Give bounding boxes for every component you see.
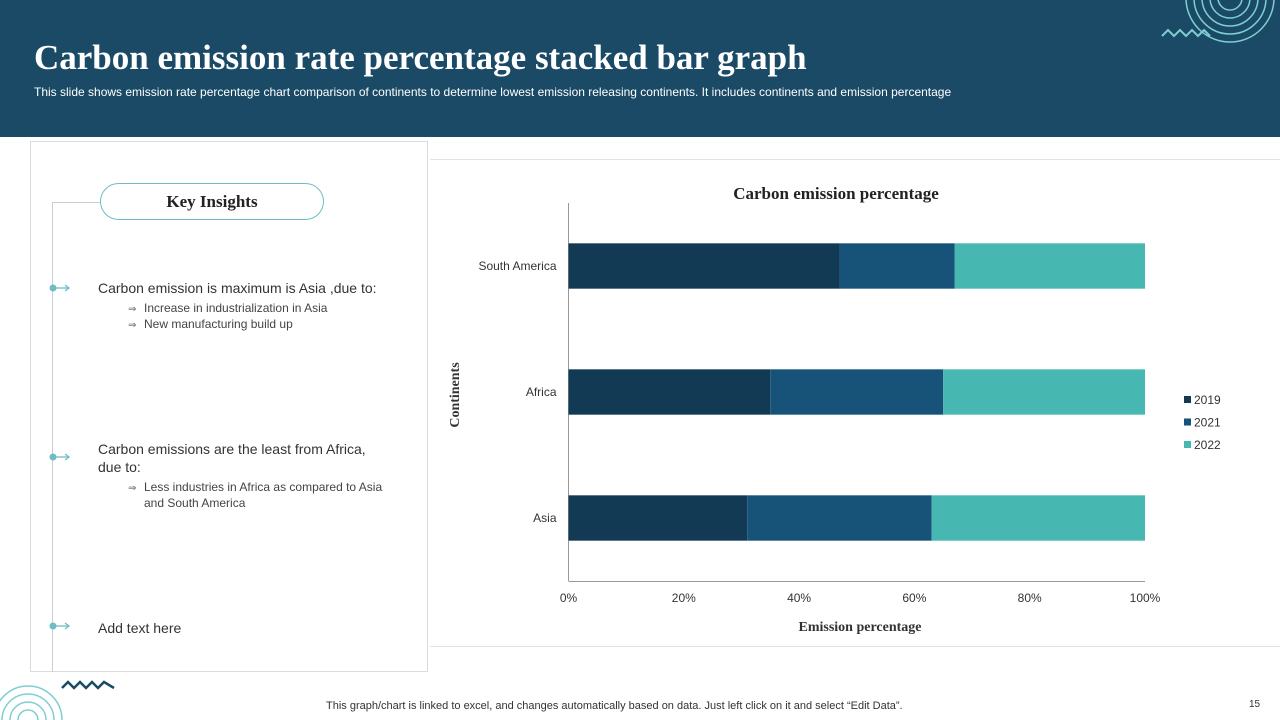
legend-swatch-2021: [1184, 418, 1191, 426]
x-tick-label: 60%: [902, 591, 926, 605]
x-tick-label: 20%: [672, 591, 696, 605]
legend-label-2022: 2022: [1194, 438, 1221, 452]
insight-point-2: Carbon emissions are the least from Afri…: [98, 441, 366, 475]
x-tick-label: 80%: [1018, 591, 1042, 605]
x-axis-label: Emission percentage: [798, 620, 921, 635]
bar-2022-south-america[interactable]: [954, 243, 1145, 289]
x-tick-label: 0%: [560, 591, 578, 605]
bullet-arrow-icon: [49, 622, 71, 630]
x-tick-label: 100%: [1130, 591, 1161, 605]
double-arrow-icon: ⇒: [128, 483, 137, 494]
bar-2021-africa[interactable]: [770, 369, 944, 415]
insight-point-1: Carbon emission is maximum is Asia ,due …: [98, 280, 377, 296]
insight-sub-item: ⇒ New manufacturing build up: [128, 316, 293, 334]
insight-sub-item: ⇒ Increase in industrialization in Asia: [128, 300, 327, 318]
bullet-arrow-icon: [49, 453, 71, 461]
legend-swatch-2022: [1184, 441, 1191, 448]
timeline-line: [52, 202, 53, 672]
bar-2019-africa[interactable]: [568, 369, 771, 415]
page-number: 15: [1249, 699, 1261, 710]
double-arrow-icon: ⇒: [128, 320, 137, 331]
legend-label-2021: 2021: [1194, 416, 1221, 430]
insights-panel: [30, 141, 428, 672]
x-tick-label: 40%: [787, 591, 811, 605]
double-arrow-icon: ⇒: [128, 304, 137, 315]
insight-point-3: Add text here: [98, 620, 182, 636]
bar-2021-asia[interactable]: [747, 495, 932, 541]
page-subtitle: This slide shows emission rate percentag…: [34, 85, 952, 99]
chart-title: Carbon emission percentage: [733, 184, 939, 203]
legend-swatch-2019: [1184, 396, 1191, 403]
y-tick-label: Africa: [526, 385, 557, 399]
bar-2019-asia[interactable]: [568, 495, 748, 541]
bar-2021-south-america[interactable]: [839, 243, 955, 289]
stacked-bar-chart: Carbon emission percentage South America…: [448, 184, 1221, 635]
header-banner: Carbon emission rate percentage stacked …: [0, 0, 1280, 137]
y-tick-label: South America: [478, 259, 556, 273]
bar-2022-africa[interactable]: [943, 369, 1145, 415]
chart-frame: [430, 159, 1280, 647]
zigzag-icon: [61, 680, 115, 690]
key-insights-heading: Key Insights: [100, 183, 324, 220]
footnote: This graph/chart is linked to excel, and…: [326, 700, 903, 712]
bullet-arrow-icon: [49, 284, 71, 292]
timeline-connector: [52, 202, 102, 203]
bar-2022-asia[interactable]: [931, 495, 1145, 541]
insight-sub-item: ⇒ Less industries in Africa as compared t…: [128, 480, 383, 510]
bar-2019-south-america[interactable]: [568, 243, 840, 289]
y-tick-label: Asia: [533, 511, 557, 525]
legend-label-2019: 2019: [1194, 393, 1221, 407]
y-axis-label: Continents: [448, 362, 463, 428]
concentric-circles-icon: [1161, 0, 1275, 43]
concentric-circles-icon: [0, 680, 115, 720]
page-title: Carbon emission rate percentage stacked …: [34, 38, 807, 77]
zigzag-icon: [1161, 28, 1211, 38]
